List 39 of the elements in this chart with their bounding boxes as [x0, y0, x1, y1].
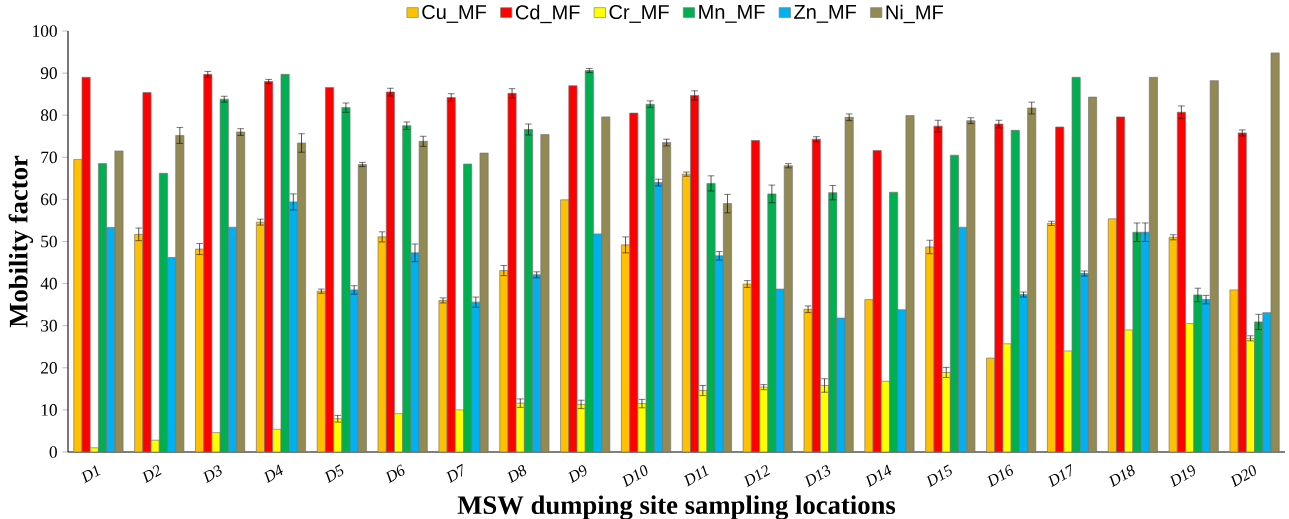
x-tick-label: D16: [987, 464, 1013, 488]
x-tick-label: D9: [568, 465, 587, 484]
x-tick-label: D1: [81, 465, 101, 484]
x-axis-title: MSW dumping site sampling locations: [457, 495, 896, 519]
x-tick-label: D3: [202, 465, 222, 484]
x-tick-label: D18: [1108, 464, 1135, 488]
y-tick-label: 60: [41, 193, 57, 206]
x-tick-label: D14: [865, 464, 892, 488]
legend-label: Ni_MF: [886, 4, 943, 24]
x-tick-label: D8: [507, 465, 527, 484]
legend-label: Cd_MF: [515, 4, 580, 24]
legend-label: Zn_MF: [794, 5, 857, 23]
x-tick-label: D11: [683, 465, 709, 487]
legend-label: Mn_MF: [699, 5, 765, 23]
y-tick-label: 20: [41, 361, 57, 374]
x-tick-label: D17: [1047, 463, 1072, 488]
x-tick-label: D19: [1169, 465, 1195, 488]
y-tick-label: 0: [49, 446, 57, 458]
y-tick-label: 40: [40, 277, 57, 290]
x-tick-label: D20: [1230, 465, 1256, 488]
x-tick-label: D6: [385, 464, 405, 484]
y-tick-label: 100: [33, 25, 57, 37]
y-tick-label: 80: [40, 109, 57, 122]
x-tick-label: D12: [743, 465, 770, 488]
y-tick-label: 10: [41, 404, 57, 416]
x-tick-label: D15: [926, 464, 952, 488]
x-tick-label: D10: [622, 465, 648, 488]
y-tick-label: 70: [41, 151, 57, 164]
x-tick-label: D13: [804, 465, 831, 488]
y-tick-label: 50: [41, 235, 57, 248]
x-tick-label: D7: [446, 463, 463, 484]
x-tick-label: D4: [263, 464, 283, 484]
x-tick-label: D5: [324, 464, 344, 484]
x-tick-label: D2: [142, 465, 162, 484]
y-tick-label: 90: [40, 67, 57, 79]
y-tick-label: 30: [41, 319, 57, 332]
legend-label: Cu_MF: [422, 4, 487, 23]
y-axis-title: Mobility factor: [8, 155, 34, 328]
legend-label: Cr_MF: [609, 4, 669, 23]
